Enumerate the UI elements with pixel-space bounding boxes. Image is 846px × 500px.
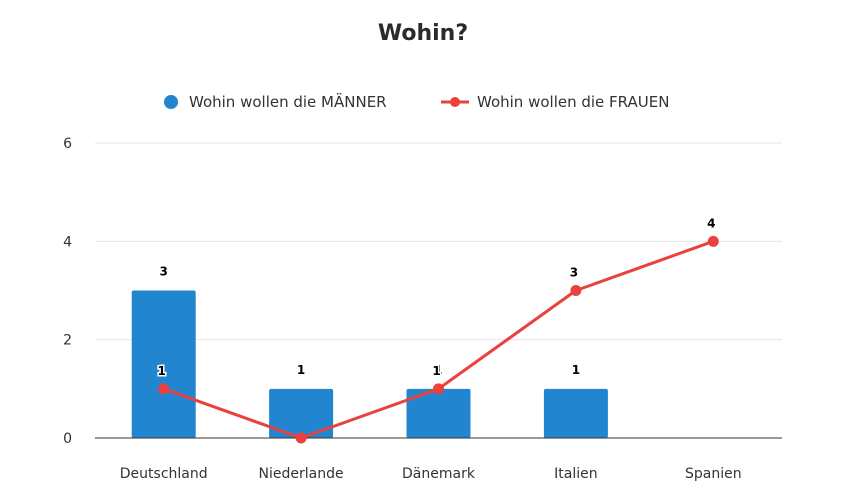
line-point-Spanien[interactable]: [707, 235, 719, 247]
x-tick-label-Dänemark: Dänemark: [402, 466, 476, 482]
line-series-women: 1 1 3 4: [156, 215, 719, 444]
line-point-Niederlande[interactable]: [295, 432, 307, 444]
legend-label-men: Wohin wollen die MÄNNER: [189, 92, 387, 111]
line-data-label-Italien: 3: [570, 266, 578, 280]
x-tick-label-Deutschland: Deutschland: [120, 466, 208, 482]
bar-data-label-Deutschland: 3: [160, 265, 168, 279]
line-data-label-Spanien: 4: [707, 216, 715, 230]
bar-series-men: 3 1 1 1: [131, 265, 608, 439]
y-tick-label-4: 4: [63, 234, 72, 250]
bar-data-label-Italien: 1: [572, 363, 580, 377]
chart-title: Wohin?: [378, 21, 468, 46]
y-axis-ticks: 0 2 4 6: [63, 136, 72, 447]
bar-Dänemark[interactable]: [406, 388, 471, 438]
line-point-Italien[interactable]: [570, 285, 582, 296]
y-tick-label-0: 0: [63, 431, 72, 447]
x-tick-label-Spanien: Spanien: [685, 466, 742, 482]
line-data-label-Deutschland: 1: [158, 364, 166, 378]
x-tick-label-Niederlande: Niederlande: [259, 466, 344, 482]
bar-Niederlande[interactable]: [269, 388, 334, 438]
legend: Wohin wollen die MÄNNER Wohin wollen die…: [164, 92, 669, 111]
legend-marker-women: [450, 97, 460, 107]
gridlines: [95, 142, 782, 341]
line-point-Deutschland[interactable]: [158, 383, 170, 395]
bar-data-label-Dänemark: 1: [434, 363, 442, 377]
legend-item-women[interactable]: Wohin wollen die FRAUEN: [441, 93, 669, 111]
legend-label-women: Wohin wollen die FRAUEN: [477, 93, 669, 111]
bar-Italien[interactable]: [543, 388, 608, 438]
y-tick-label-2: 2: [63, 333, 72, 349]
line-data-label-Dänemark: 1: [432, 364, 440, 378]
y-tick-label-6: 6: [63, 136, 72, 152]
legend-item-men[interactable]: Wohin wollen die MÄNNER: [164, 92, 387, 111]
bar-data-label-Niederlande: 1: [297, 363, 305, 377]
line-point-Dänemark[interactable]: [433, 383, 444, 395]
legend-marker-men: [164, 95, 178, 109]
x-axis-ticks: Deutschland Niederlande Dänemark Italien Spa…: [120, 466, 742, 482]
x-tick-label-Italien: Italien: [554, 466, 597, 482]
bar-Deutschland[interactable]: [131, 290, 196, 439]
